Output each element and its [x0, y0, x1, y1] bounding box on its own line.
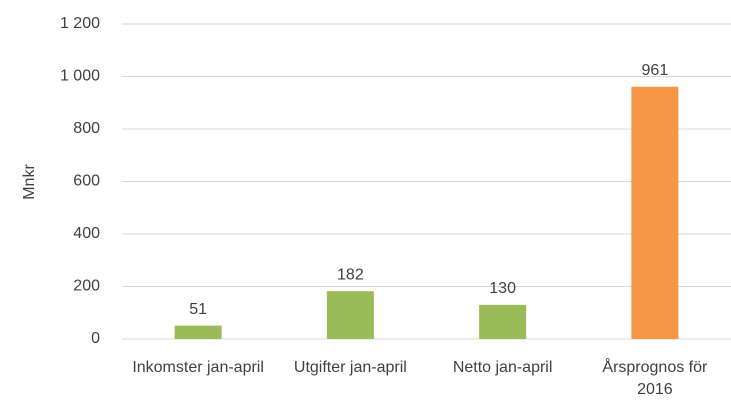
y-tick-label: 0 — [91, 330, 100, 347]
bar — [479, 304, 527, 339]
y-tick-label: 200 — [73, 278, 100, 295]
y-tick-label: 400 — [73, 225, 100, 242]
bar — [631, 86, 679, 339]
y-axis-label: Mnkr — [21, 164, 38, 200]
value-label: 961 — [642, 62, 669, 79]
y-tick-label: 600 — [73, 173, 100, 190]
bar — [326, 291, 374, 339]
y-tick-label: 1 000 — [60, 68, 100, 85]
value-label: 130 — [489, 280, 516, 297]
x-tick-label: Inkomster jan-april — [132, 359, 264, 376]
x-tick-label: Netto jan-april — [452, 359, 553, 376]
value-label: 51 — [189, 301, 207, 318]
value-label: 182 — [337, 266, 364, 283]
bar — [174, 325, 222, 339]
y-tick-label: 800 — [73, 120, 100, 137]
y-tick-label: 1 200 — [60, 15, 100, 32]
x-tick-label: Utgifter jan-april — [293, 359, 407, 376]
x-tick-label: Årsprognos för 2016 — [602, 359, 708, 398]
